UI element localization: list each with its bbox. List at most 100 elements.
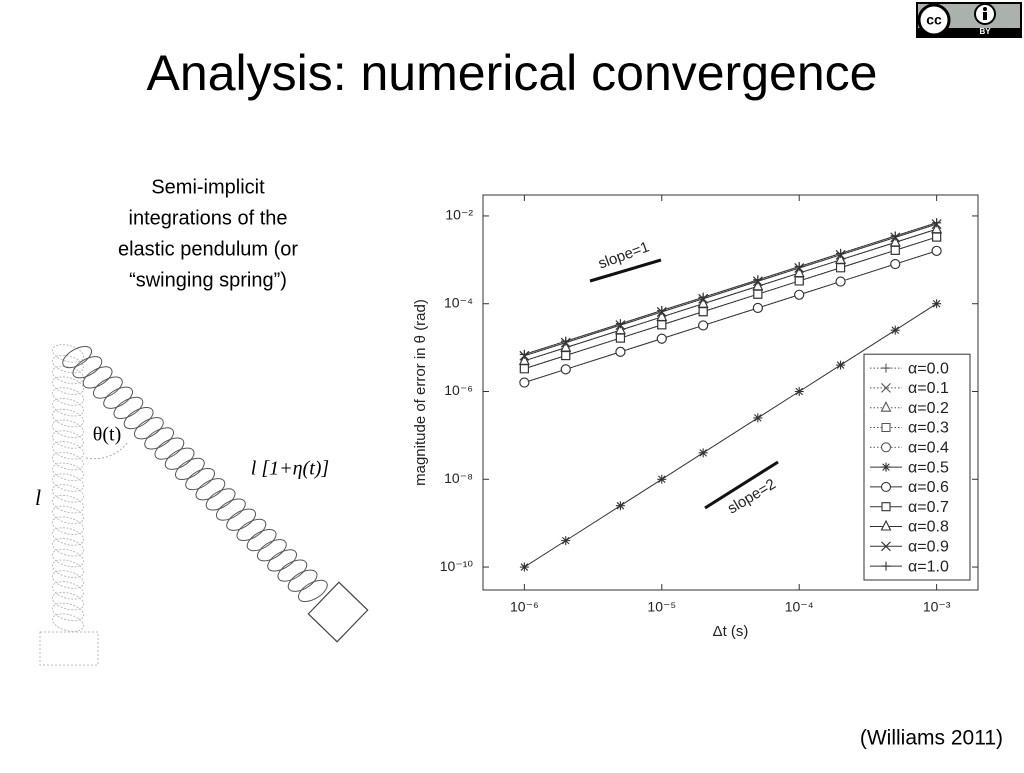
data-point xyxy=(657,474,667,484)
data-point xyxy=(794,262,804,272)
data-point xyxy=(836,248,846,258)
spring-coil xyxy=(62,345,93,369)
x-axis-label: Δt (s) xyxy=(713,623,749,640)
legend-label: α=0.8 xyxy=(908,519,949,536)
legend-label: α=0.0 xyxy=(908,360,949,377)
data-point xyxy=(931,245,942,256)
rest-label: l xyxy=(35,485,41,510)
spring-coil xyxy=(51,505,85,525)
legend-label: α=1.0 xyxy=(908,558,949,575)
legend-marker xyxy=(880,519,892,531)
spring-coil xyxy=(51,462,85,482)
data-point xyxy=(698,307,708,317)
spring-coil xyxy=(297,579,328,603)
spring-coil xyxy=(51,527,85,546)
data-point xyxy=(931,222,943,234)
data-point xyxy=(561,350,571,361)
data-point xyxy=(890,231,900,241)
y-tick-label: 10⁻⁴ xyxy=(444,294,473,310)
data-point xyxy=(932,232,942,242)
spring-coil xyxy=(51,484,85,503)
series-line xyxy=(524,303,937,568)
legend-marker xyxy=(881,502,891,512)
description-line: elastic pendulum (or xyxy=(118,238,298,260)
data-point xyxy=(656,333,667,344)
spring-coil xyxy=(51,602,85,622)
spring-coil xyxy=(51,430,85,449)
spring-coil xyxy=(51,344,85,363)
description-line: “swinging spring”) xyxy=(129,269,287,291)
spring-coil xyxy=(215,498,246,521)
legend-label: α=0.5 xyxy=(908,459,949,476)
pendulum-diagram: θ(t) l [1+η(t)] l xyxy=(35,344,369,666)
data-point xyxy=(519,349,529,359)
legend-marker xyxy=(880,442,892,453)
spring-coil xyxy=(133,417,164,440)
spring-coil xyxy=(256,539,287,562)
spring-coil xyxy=(72,356,103,379)
y-tick-label: 10⁻⁶ xyxy=(444,382,473,398)
data-point xyxy=(615,346,626,357)
data-point xyxy=(615,323,626,335)
data-point xyxy=(753,413,763,423)
spring-coil xyxy=(123,406,154,430)
spring-coil xyxy=(51,354,85,374)
slide-title: Analysis: numerical convergence xyxy=(147,45,878,101)
legend-label: α=0.7 xyxy=(908,499,949,516)
angle-label: θ(t) xyxy=(93,424,121,446)
legend-marker xyxy=(881,422,891,433)
legend-label: α=0.9 xyxy=(908,539,949,556)
data-point xyxy=(836,360,846,370)
spring-coil xyxy=(51,591,85,611)
spring-coil xyxy=(51,441,85,460)
data-point xyxy=(518,354,530,365)
spring-coil xyxy=(205,488,236,511)
series-line xyxy=(524,223,937,357)
license-badge: cc BY xyxy=(916,2,1022,38)
spring-coil xyxy=(277,559,308,582)
data-point xyxy=(932,299,942,309)
x-tick-label: 10⁻⁵ xyxy=(647,599,676,615)
spring-coil xyxy=(164,447,195,470)
spring-coil xyxy=(51,548,85,568)
spring-coil xyxy=(51,473,85,492)
y-tick-label: 10⁻² xyxy=(445,207,473,223)
spring-coil xyxy=(195,478,226,501)
spring-coil xyxy=(51,537,85,557)
spring-coil xyxy=(92,376,123,399)
data-point xyxy=(753,289,763,299)
cc-text: cc xyxy=(926,12,942,28)
data-point xyxy=(519,377,530,388)
legend-label: α=0.6 xyxy=(908,479,949,496)
data-point xyxy=(836,263,846,273)
chart: 10⁻⁶ 10⁻⁵ 10⁻⁴ 10⁻³ 10⁻¹⁰ 10⁻⁸ 10⁻⁶ 10⁻⁴ 10⁻² Δt … xyxy=(412,194,979,640)
data-point xyxy=(560,364,571,375)
legend-marker xyxy=(881,561,891,571)
x-tick-label: 10⁻⁴ xyxy=(785,599,814,615)
spring-coil xyxy=(51,581,85,600)
series-line xyxy=(524,222,937,355)
data-point xyxy=(698,320,709,331)
legend-label: α=0.1 xyxy=(908,380,949,397)
spring-coil xyxy=(103,386,134,409)
annotation-line xyxy=(589,258,662,283)
data-point xyxy=(890,259,901,270)
spring-coil xyxy=(113,396,144,420)
data-point xyxy=(835,253,846,264)
data-point xyxy=(698,292,708,302)
x-tick-label: 10⁻⁶ xyxy=(510,599,539,615)
data-point xyxy=(519,562,529,572)
data-point xyxy=(793,266,805,278)
data-point xyxy=(657,306,667,316)
data-point xyxy=(698,448,708,458)
spring-coil xyxy=(51,570,85,589)
data-point xyxy=(752,279,764,291)
data-point xyxy=(794,386,804,396)
spring-coil xyxy=(154,437,185,460)
legend-marker xyxy=(881,462,891,472)
data-point xyxy=(519,364,529,374)
spring-coil xyxy=(144,427,175,450)
y-tick-label: 10⁻¹⁰ xyxy=(440,558,474,574)
